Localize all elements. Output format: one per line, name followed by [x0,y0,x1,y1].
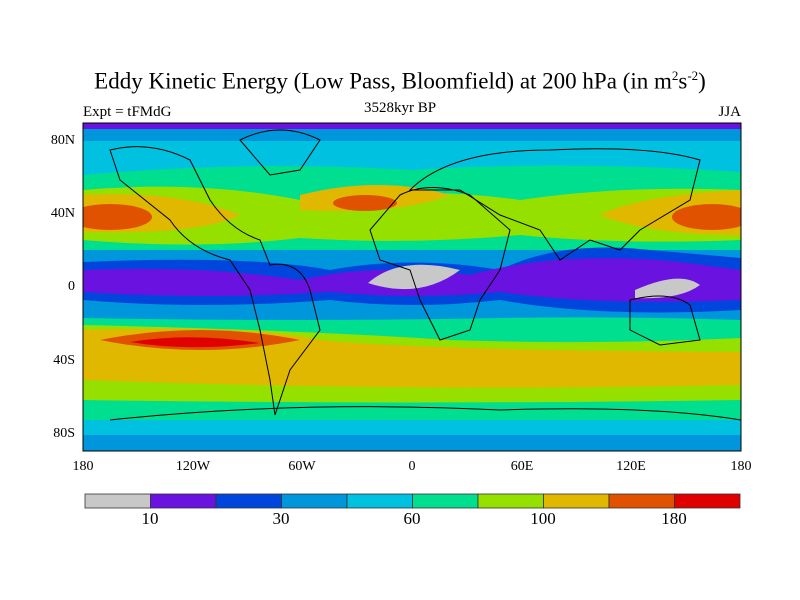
colorbar-swatch [346,493,413,509]
lat-label: 0 [68,279,75,294]
colorbar-label: 10 [141,509,159,528]
colorbar [84,493,741,509]
lon-label: 120W [175,459,211,474]
lon-label: 120E [616,459,646,474]
colorbar-label: 180 [661,509,687,528]
lat-label: 40N [50,206,75,221]
lon-label: 180 [72,459,94,474]
colorbar-label: 30 [272,509,290,528]
experiment-label: Expt = tFMdG [83,104,172,120]
colorbar-swatch [674,493,741,509]
colorbar-label: 100 [530,509,556,528]
plot-title: Eddy Kinetic Energy (Low Pass, Bloomfiel… [94,68,706,94]
colorbar-swatch [412,493,479,509]
lon-label: 180 [730,459,752,474]
lat-label: 40S [53,353,75,368]
contour-field [83,123,741,451]
colorbar-swatch [84,493,151,509]
map-frame [82,122,742,452]
colorbar-swatch [150,493,217,509]
time-label: 3528kyr BP [363,100,437,116]
colorbar-swatch [477,493,544,509]
lat-label: 80S [53,426,75,441]
colorbar-swatch [281,493,348,509]
lon-label: 60E [510,459,534,474]
colorbar-swatch [543,493,610,509]
lon-label: 60W [288,459,316,474]
lat-label: 80N [50,133,75,148]
colorbar-label: 60 [403,509,421,528]
colorbar-swatch [608,493,675,509]
colorbar-swatch [215,493,282,509]
season-label: JJA [718,104,741,120]
coastlines [109,129,741,421]
lon-label: 0 [408,459,416,474]
